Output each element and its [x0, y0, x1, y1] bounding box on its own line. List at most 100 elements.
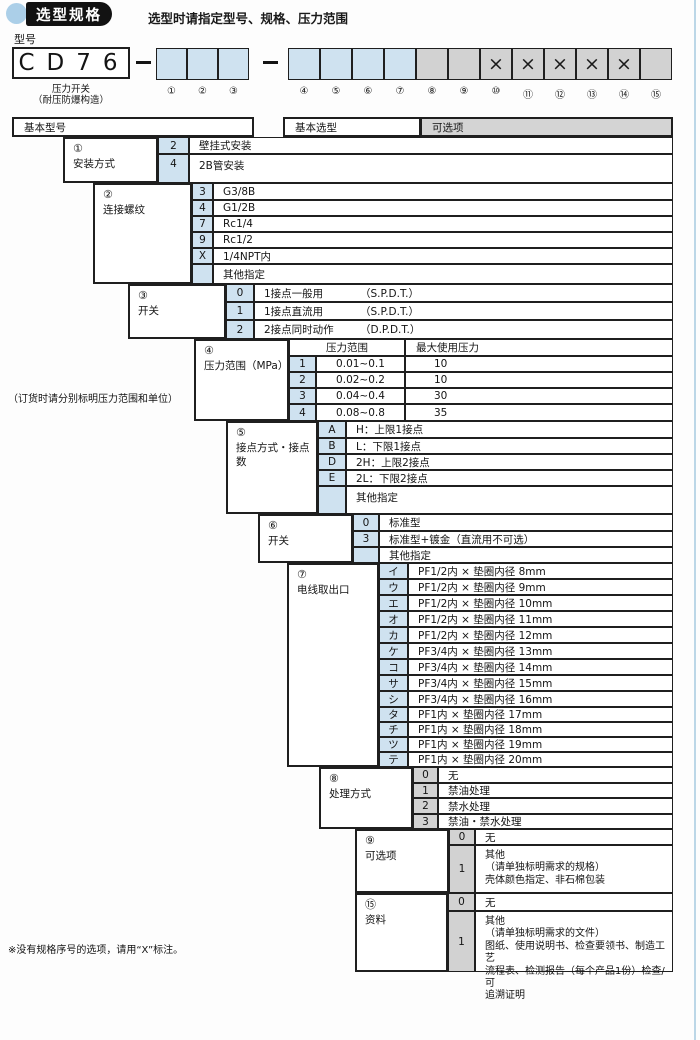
model-code-box: CD76: [12, 47, 130, 79]
footnote: ※没有规格序号的选项，请用“X”标注。: [8, 945, 184, 956]
model-box-number: ⑮: [651, 90, 661, 101]
pressure-range-cell: 0.02~0.2: [316, 372, 405, 388]
code-cell: チ: [379, 722, 408, 737]
group-number: ③: [138, 289, 148, 302]
group-number: ⑤: [236, 426, 246, 439]
code-cell: 0: [226, 284, 254, 302]
model-caption: 压力开关 （耐压防爆构造）: [2, 84, 140, 106]
desc-cell: 其他 （请单独标明需求的规格） 壳体颜色指定、非石棉包装: [475, 845, 673, 893]
code-cell: 0: [353, 514, 379, 531]
group-number: ④: [204, 344, 214, 357]
code-cell: [192, 264, 213, 284]
desc-cell: 禁水处理: [438, 798, 673, 814]
group-label-box-g8: ⑧ 处理方式: [319, 767, 413, 829]
desc-cell: PF1内 × 垫圈内径 19mm: [408, 737, 673, 752]
desc-note: （D.P.D.T.）: [360, 324, 421, 336]
code-cell: エ: [379, 595, 408, 611]
desc-cell: 无: [438, 767, 673, 783]
model-box-number: ⑤: [331, 86, 341, 97]
desc-cell: 标准型+镀金（直流用不可选）: [379, 531, 673, 547]
group-label: 开关: [268, 535, 289, 547]
desc-text: 1接点一般用: [264, 287, 324, 300]
code-cell: ケ: [379, 643, 408, 659]
model-box: [156, 48, 187, 80]
section-badge-title: 选型规格: [36, 7, 102, 24]
model-code-text: CD76: [18, 50, 130, 76]
code-cell: オ: [379, 611, 408, 627]
code-cell: ツ: [379, 737, 408, 752]
model-box: [218, 48, 249, 80]
desc-cell: PF3/4内 × 垫圈内径 16mm: [408, 691, 673, 707]
max-pressure-cell: 30: [405, 388, 673, 404]
pressure-range-header: 压力范围: [289, 339, 405, 356]
group-label: 压力范围（MPa）: [204, 360, 289, 372]
page-edge-line: [694, 0, 696, 1040]
desc-note: （S.P.D.T.）: [360, 305, 419, 318]
model-caption-line2: （耐压防爆构造）: [32, 95, 109, 106]
group-label-box-g6: ⑥ 开关: [258, 514, 353, 563]
code-cell: 1: [226, 302, 254, 320]
max-pressure-header: 最大使用压力: [405, 339, 673, 356]
code-cell: カ: [379, 627, 408, 643]
desc-cell: 2接点同时动作 （D.P.D.T.）: [254, 320, 673, 339]
model-box: [640, 48, 672, 80]
model-box: [288, 48, 320, 80]
desc-cell: PF3/4内 × 垫圈内径 15mm: [408, 675, 673, 691]
code-cell: D: [318, 454, 346, 470]
desc-cell: PF1内 × 垫圈内径 18mm: [408, 722, 673, 737]
desc-cell: 禁油处理: [438, 783, 673, 798]
model-box: [187, 48, 218, 80]
desc-cell: 1/4NPT内: [213, 248, 673, 264]
model-box: [352, 48, 384, 80]
desc-cell: 禁油・禁水处理: [438, 814, 673, 829]
code-cell: 0: [449, 829, 475, 845]
desc-cell: PF1/2内 × 垫圈内径 9mm: [408, 579, 673, 595]
group-label: 连接螺纹: [103, 204, 145, 216]
desc-cell: H：上限1接点: [346, 421, 673, 438]
model-dash-1: [136, 61, 151, 64]
model-box-number: ⑨: [459, 86, 469, 97]
group-label-box-g2: ② 连接螺纹: [93, 183, 192, 284]
desc-note: （S.P.D.T.）: [360, 287, 419, 300]
code-cell: 3: [413, 814, 438, 829]
group-label-box-g15: ⑮ 资料: [355, 893, 448, 972]
model-box: ×: [576, 48, 608, 80]
code-cell: A: [318, 421, 346, 438]
pressure-range-cell: 0.08~0.8: [316, 404, 405, 421]
desc-cell: 其他指定: [379, 547, 673, 563]
model-box-number: ①: [167, 86, 176, 97]
group-label-box-g1: ① 安装方式: [63, 137, 158, 183]
optional-header: 可选项: [420, 117, 673, 137]
code-cell: タ: [379, 707, 408, 722]
desc-cell: 无: [475, 829, 673, 845]
model-box: [320, 48, 352, 80]
code-cell: E: [318, 470, 346, 486]
code-cell: 4: [289, 404, 316, 421]
code-cell: シ: [379, 691, 408, 707]
code-cell: X: [192, 248, 213, 264]
model-box: ×: [480, 48, 512, 80]
code-cell: B: [318, 438, 346, 454]
desc-cell: L：下限1接点: [346, 438, 673, 454]
desc-cell: PF1/2内 × 垫圈内径 11mm: [408, 611, 673, 627]
group-label-box-g7: ⑦ 电线取出口: [287, 563, 379, 767]
desc-text: 2接点同时动作: [264, 324, 334, 336]
group-label: 接点方式・接点数: [236, 442, 310, 468]
pressure-range-cell: 0.01~0.1: [316, 356, 405, 372]
group-label: 处理方式: [329, 788, 371, 800]
desc-cell: 2B管安装: [189, 154, 673, 183]
group-label-box-g4: ④ 压力范围（MPa）: [194, 339, 289, 421]
code-cell: 4: [192, 200, 213, 216]
model-box-number: ④: [299, 86, 309, 97]
model-box: [448, 48, 480, 80]
model-box: [416, 48, 448, 80]
model-box-number: ⑪: [523, 90, 533, 101]
code-cell: [318, 486, 346, 514]
desc-cell: Rc1/4: [213, 216, 673, 232]
model-box-number: ⑥: [363, 86, 373, 97]
code-cell: 2: [289, 372, 316, 388]
group-label-box-g3: ③ 开关: [128, 284, 226, 339]
group-label: 电线取出口: [297, 584, 350, 596]
desc-cell: 其他指定: [213, 264, 673, 284]
